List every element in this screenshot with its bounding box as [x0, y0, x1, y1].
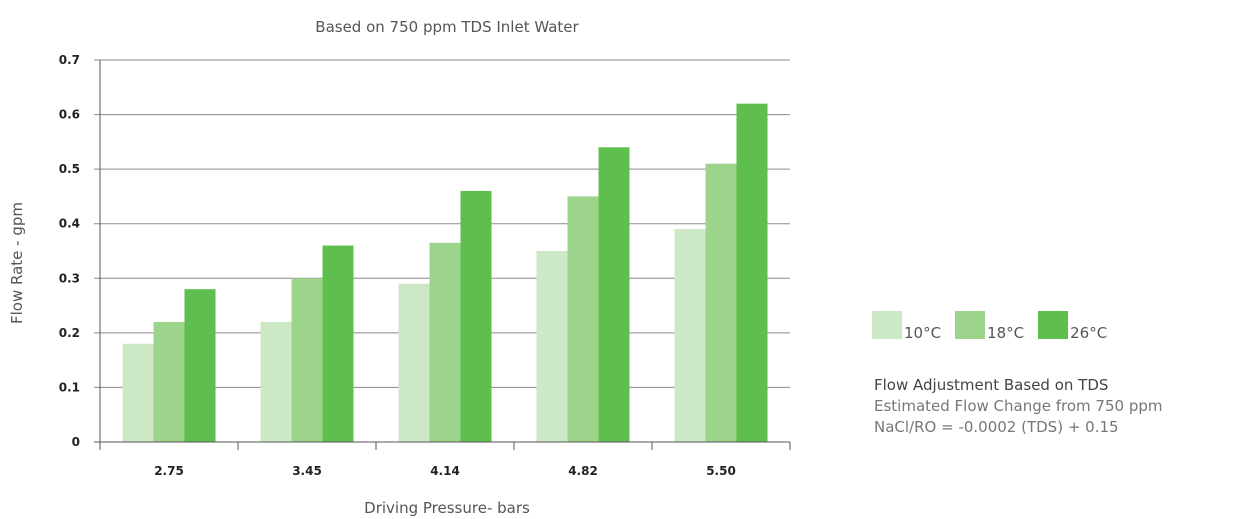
legend-swatch: [872, 311, 902, 339]
y-tick-label: 0.7: [59, 53, 80, 67]
legend: 10°C 18°C 26°C: [872, 311, 1108, 342]
bar: [122, 343, 154, 442]
bar: [567, 196, 599, 442]
bar: [536, 251, 568, 442]
bars: [122, 103, 768, 443]
legend-label: 26°C: [1070, 324, 1108, 342]
bar: [260, 321, 292, 442]
bar: [598, 147, 630, 443]
flow-adjustment-note: Flow Adjustment Based on TDS Estimated F…: [874, 375, 1162, 438]
chart-title: Based on 750 ppm TDS Inlet Water: [315, 18, 579, 36]
note-line-1: Estimated Flow Change from 750 ppm: [874, 397, 1163, 415]
bar: [705, 163, 737, 442]
x-tick-label: 5.50: [706, 464, 736, 478]
y-tick-label: 0: [72, 435, 80, 449]
x-tick-labels: 2.75 3.45 4.14 4.82 5.50: [154, 464, 736, 478]
bar: [398, 283, 430, 442]
y-tick-label: 0.4: [59, 217, 80, 231]
legend-item: 10°C: [872, 311, 942, 342]
legend-label: 18°C: [987, 324, 1025, 342]
y-axis-title: Flow Rate - gpm: [8, 202, 26, 324]
bar: [460, 190, 492, 442]
legend-swatch: [1038, 311, 1069, 339]
bar: [291, 278, 323, 442]
legend-item: 18°C: [955, 311, 1025, 342]
bar: [674, 229, 706, 442]
note-title: Flow Adjustment Based on TDS: [874, 376, 1109, 394]
bar: [322, 245, 354, 442]
y-tick-label: 0.1: [59, 380, 80, 394]
bar: [153, 321, 185, 442]
x-tick-label: 2.75: [154, 464, 184, 478]
legend-item: 26°C: [1038, 311, 1108, 342]
y-tick-label: 0.3: [59, 271, 80, 285]
y-tick-label: 0.2: [59, 326, 80, 340]
x-tick-label: 4.14: [430, 464, 460, 478]
x-tick-label: 4.82: [568, 464, 598, 478]
y-tick-labels: 0 0.1 0.2 0.3 0.4 0.5 0.6 0.7: [59, 53, 80, 449]
y-tick-label: 0.5: [59, 162, 80, 176]
note-line-2: NaCl/RO = -0.0002 (TDS) + 0.15: [874, 418, 1119, 436]
bar: [184, 289, 216, 442]
x-tick-label: 3.45: [292, 464, 322, 478]
x-axis-title: Driving Pressure- bars: [364, 499, 530, 517]
bar: [429, 242, 461, 442]
y-tick-label: 0.6: [59, 108, 80, 122]
axes: [99, 60, 791, 450]
bar: [736, 103, 768, 443]
legend-swatch: [955, 311, 986, 339]
legend-label: 10°C: [904, 324, 942, 342]
